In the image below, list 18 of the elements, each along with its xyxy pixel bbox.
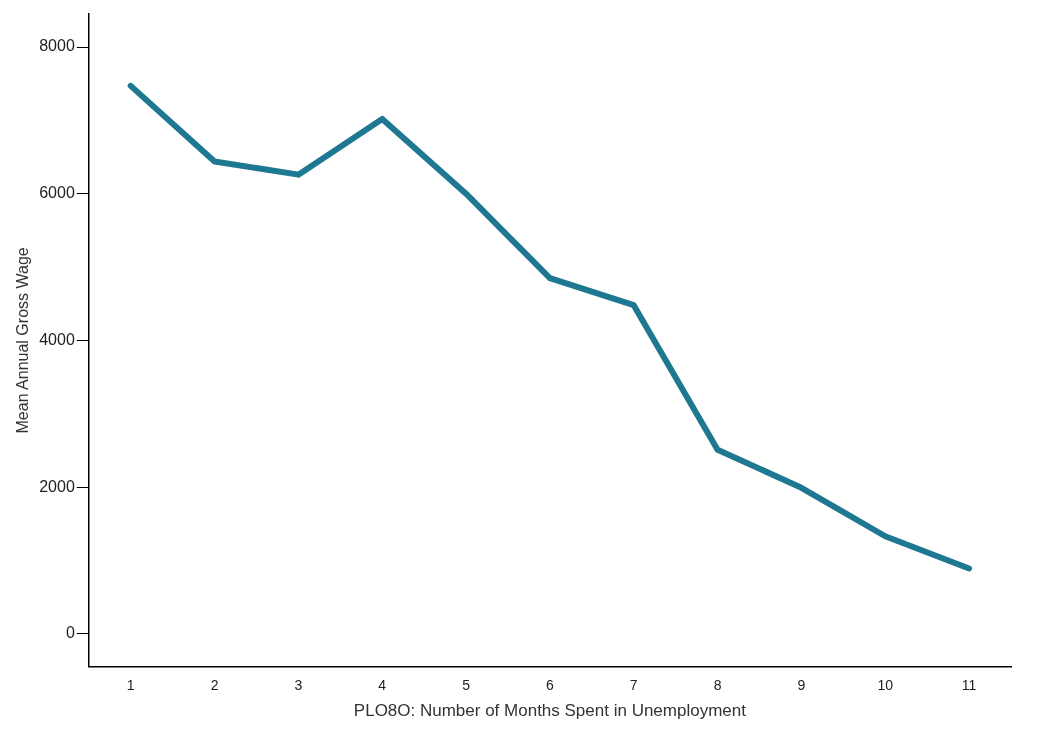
- x-tick-label: 9: [797, 677, 806, 694]
- y-tick-label: 4000: [39, 330, 75, 348]
- x-tick-label: 1: [126, 677, 135, 694]
- y-tick-label: 2000: [39, 477, 75, 495]
- y-tick-label: 6000: [39, 184, 75, 202]
- x-tick-label: 3: [294, 677, 303, 694]
- x-tick-label: 5: [462, 677, 471, 694]
- y-tick-label: 0: [65, 624, 75, 642]
- x-tick-label: 10: [877, 677, 894, 694]
- x-axis-title: PLO8O: Number of Months Spent in Unemployment: [353, 701, 747, 721]
- x-tick-label: 4: [378, 677, 387, 694]
- x-tick-label: 6: [546, 677, 554, 694]
- x-tick-label: 2: [210, 677, 219, 694]
- y-tick-label: 8000: [39, 37, 75, 55]
- x-tick-label: 7: [629, 677, 638, 694]
- x-tick-label: 8: [713, 677, 722, 694]
- x-tick-label: 11: [961, 677, 977, 694]
- y-axis-title: Mean Annual Gross Wage: [14, 247, 32, 434]
